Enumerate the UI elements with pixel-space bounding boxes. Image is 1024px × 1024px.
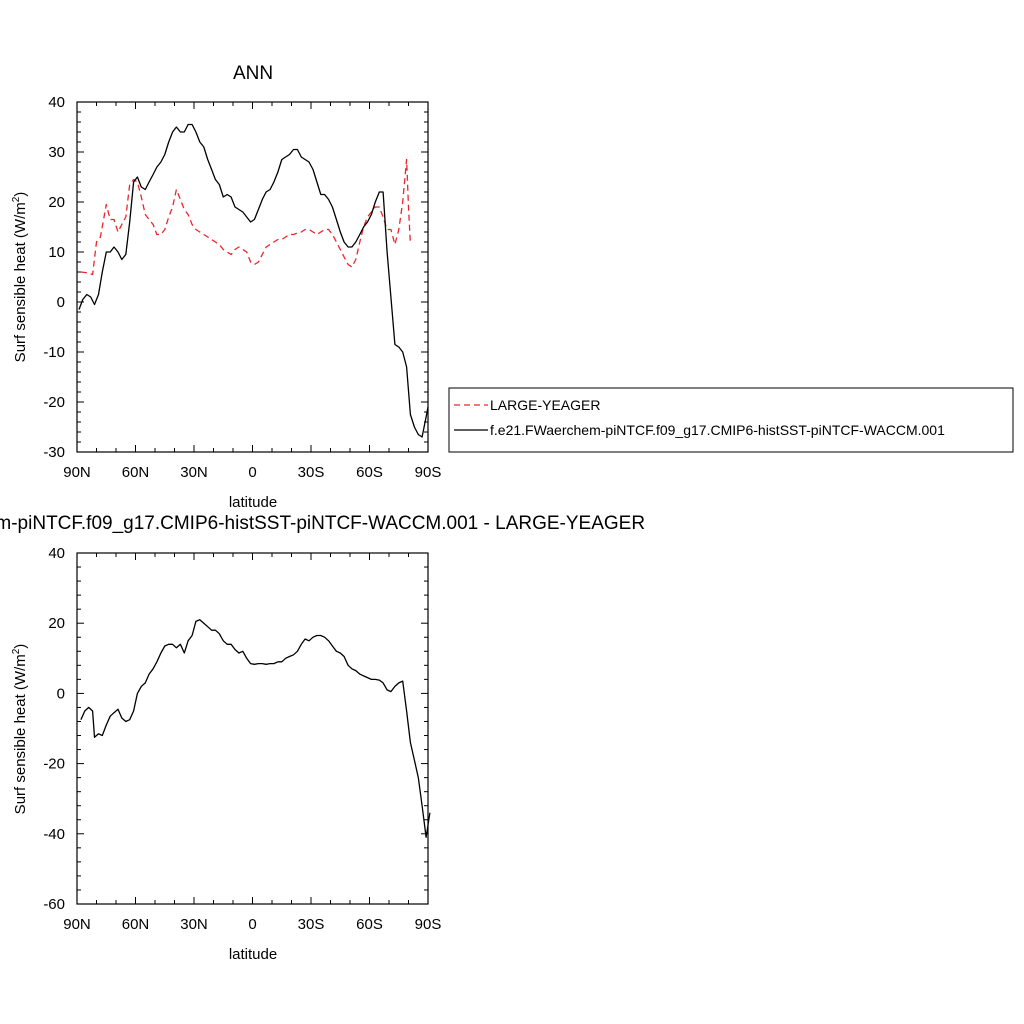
- bottom-y-axis-label-main: Surf sensible heat (W/m: [12, 654, 29, 814]
- top-x-tick-label: 60S: [356, 464, 383, 481]
- bottom-chart-title: f.e21.FWaerchem-piNTCF.f09_g17.CMIP6-his…: [0, 513, 645, 534]
- legend-label-large-yeager: LARGE-YEAGER: [490, 397, 600, 413]
- top-tick-layer: 90N 60N 30N 0 30S 60S 90S 40 30 20 10 0 -10 -20 -30: [43, 94, 441, 481]
- bottom-y-tick-label: 0: [57, 685, 65, 702]
- bottom-y-axis-label-close: ): [12, 644, 29, 649]
- top-x-tick-label: 60N: [122, 464, 150, 481]
- bottom-y-tick-label: 40: [48, 545, 65, 562]
- bottom-tick-layer: 90N 60N 30N 0 30S 60S 90S 40 20 0 -20 -40 -60: [43, 545, 441, 933]
- top-y-axis-label-sup: 2: [11, 196, 22, 202]
- top-y-axis-label: Surf sensible heat (W/m2): [11, 192, 29, 363]
- bottom-panel: f.e21.FWaerchem-piNTCF.f09_g17.CMIP6-his…: [0, 513, 645, 963]
- bottom-series-line-0: [80, 619, 431, 838]
- bottom-y-axis-label: Surf sensible heat (W/m2): [11, 644, 29, 815]
- top-x-tick-label: 90S: [415, 464, 442, 481]
- top-y-tick-label: 10: [48, 244, 65, 261]
- top-chart-title: ANN: [233, 63, 273, 84]
- bottom-y-axis-label-sup: 2: [11, 648, 22, 654]
- legend-label-waccm: f.e21.FWaerchem-piNTCF.f09_g17.CMIP6-his…: [490, 422, 945, 438]
- top-series-line-1: [78, 123, 429, 438]
- bottom-y-tick-label: -20: [43, 756, 65, 773]
- bottom-series-layer: [80, 619, 431, 838]
- top-x-tick-label: 0: [248, 464, 256, 481]
- top-y-tick-label: -10: [43, 344, 65, 361]
- top-y-tick-label: -30: [43, 444, 65, 461]
- top-y-axis-label-close: ): [12, 192, 29, 197]
- bottom-x-tick-label: 90N: [63, 916, 91, 933]
- top-x-tick-label: 30S: [298, 464, 325, 481]
- top-y-tick-label: 0: [57, 294, 65, 311]
- bottom-x-axis-label: latitude: [229, 946, 277, 963]
- bottom-y-tick-label: -60: [43, 896, 65, 913]
- top-series-layer: [78, 123, 429, 438]
- bottom-y-tick-label: -40: [43, 826, 65, 843]
- top-y-tick-label: -20: [43, 394, 65, 411]
- bottom-x-tick-label: 0: [248, 916, 256, 933]
- legend: LARGE-YEAGER f.e21.FWaerchem-piNTCF.f09_…: [448, 387, 1014, 453]
- top-series-line-0: [80, 158, 412, 276]
- bottom-y-tick-label: 20: [48, 615, 65, 632]
- bottom-x-tick-label: 30S: [298, 916, 325, 933]
- top-y-axis-label-main: Surf sensible heat (W/m: [12, 202, 29, 362]
- top-x-axis-label: latitude: [229, 494, 277, 511]
- top-panel: ANN 90N 60N 30N 0 30S 60S 90S 40 30 20 10 0 -10 -20 -3…: [11, 63, 1014, 511]
- top-y-tick-label: 20: [48, 194, 65, 211]
- bottom-plot-frame: [76, 552, 429, 905]
- top-y-tick-label: 40: [48, 94, 65, 111]
- bottom-x-tick-label: 90S: [415, 916, 442, 933]
- bottom-x-tick-label: 30N: [180, 916, 208, 933]
- bottom-x-tick-label: 60S: [356, 916, 383, 933]
- top-x-tick-label: 90N: [63, 464, 91, 481]
- top-x-tick-label: 30N: [180, 464, 208, 481]
- top-plot-frame: [76, 101, 429, 453]
- legend-box: [448, 387, 1014, 453]
- top-y-tick-label: 30: [48, 144, 65, 161]
- bottom-x-tick-label: 60N: [122, 916, 150, 933]
